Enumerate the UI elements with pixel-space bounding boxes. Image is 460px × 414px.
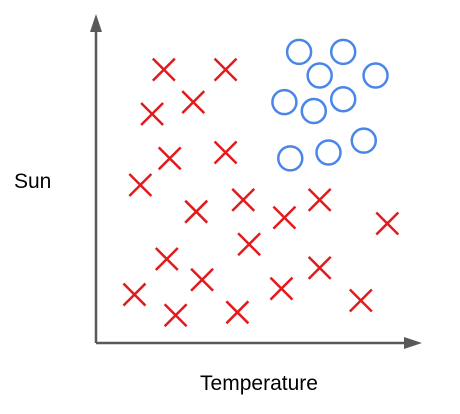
cross-stroke [272, 205, 297, 230]
cross-stroke [184, 199, 209, 224]
cross-stroke [269, 276, 294, 301]
cross-stroke [213, 140, 238, 165]
cross-marker [213, 57, 238, 82]
cross-marker [128, 173, 153, 197]
y-axis-arrow [90, 14, 102, 32]
cross-marker [231, 187, 256, 212]
cross-marker [375, 211, 400, 236]
cross-marker [151, 57, 176, 82]
cross-stroke [122, 282, 147, 307]
cross-stroke [151, 57, 176, 82]
circle-marker [306, 62, 333, 89]
cross-stroke [231, 187, 256, 212]
cross-marker [190, 267, 214, 292]
cross-stroke [181, 90, 206, 115]
cross-marker [307, 187, 332, 212]
circle-marker [315, 139, 342, 166]
cross-marker [272, 205, 297, 230]
x-axis-arrow [404, 337, 422, 349]
circle-marker [277, 145, 304, 172]
circle-marker [350, 127, 378, 154]
data-marks [122, 38, 400, 328]
x-axis-label: Temperature [200, 372, 318, 395]
circle-marker [329, 85, 357, 113]
cross-stroke [190, 267, 214, 292]
circle-marker [285, 38, 313, 66]
cross-marker [157, 146, 182, 171]
cross-marker [213, 140, 238, 165]
circle-marker [329, 38, 357, 66]
y-axis-label: Sun [14, 170, 51, 193]
circle-marker [271, 88, 298, 116]
cross-stroke [128, 173, 153, 197]
cross-stroke [307, 256, 332, 280]
cross-marker [181, 90, 206, 115]
cross-stroke [213, 57, 238, 82]
cross-marker [307, 256, 332, 280]
cross-stroke [307, 187, 332, 212]
cross-marker [269, 276, 294, 301]
circle-marker [362, 62, 389, 89]
cross-stroke [140, 102, 164, 126]
cross-stroke [237, 232, 262, 257]
cross-marker [163, 303, 188, 328]
cross-marker [154, 247, 179, 271]
cross-marker [122, 282, 147, 307]
cross-stroke [225, 300, 250, 325]
cross-stroke [375, 211, 400, 236]
cross-marker [348, 288, 373, 313]
axes [90, 14, 422, 349]
circle-marker [300, 97, 328, 125]
cross-stroke [348, 288, 373, 313]
cross-marker [184, 199, 209, 224]
cross-stroke [163, 303, 188, 328]
cross-marker [140, 102, 164, 126]
cross-stroke [154, 247, 179, 271]
cross-marker [237, 232, 262, 257]
cross-stroke [157, 146, 182, 171]
cross-marker [225, 300, 250, 325]
